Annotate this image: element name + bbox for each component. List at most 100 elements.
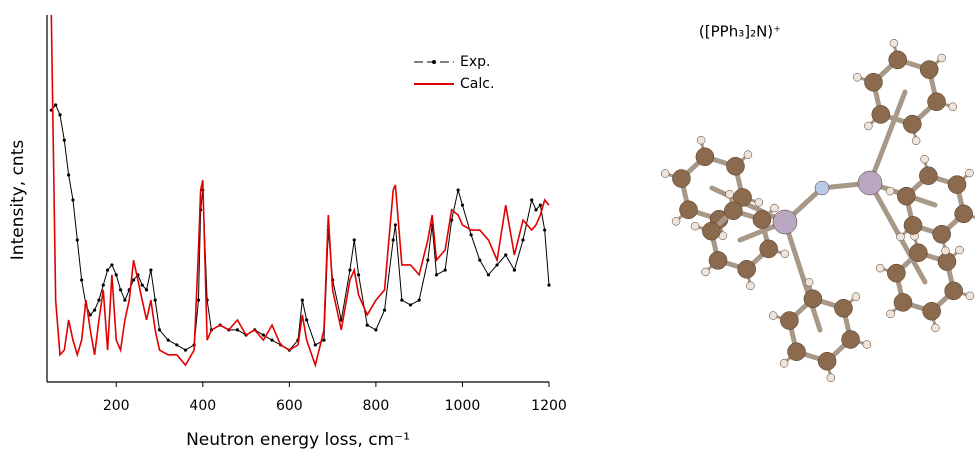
data-point bbox=[63, 139, 66, 142]
carbon-atom bbox=[864, 73, 882, 91]
carbon-atom bbox=[696, 148, 714, 166]
hydrogen-atom bbox=[827, 374, 835, 382]
data-point bbox=[521, 238, 524, 241]
data-point bbox=[495, 263, 498, 266]
carbon-atom bbox=[726, 157, 744, 175]
data-point bbox=[197, 299, 200, 302]
data-point bbox=[487, 273, 490, 276]
data-point bbox=[262, 333, 265, 336]
hydrogen-atom bbox=[746, 282, 754, 290]
carbon-atom bbox=[709, 251, 727, 269]
hydrogen-atom bbox=[966, 292, 974, 300]
carbon-atom bbox=[702, 222, 720, 240]
hydrogen-atom bbox=[887, 310, 895, 318]
carbon-atom bbox=[724, 202, 742, 220]
data-point bbox=[89, 313, 92, 316]
hydrogen-atom bbox=[770, 204, 778, 212]
carbon-atom bbox=[945, 282, 963, 300]
carbon-atom bbox=[955, 205, 973, 223]
carbon-atom bbox=[780, 312, 798, 330]
carbon-atom bbox=[938, 253, 956, 271]
carbon-atom bbox=[933, 225, 951, 243]
data-point bbox=[314, 343, 317, 346]
carbon-atom bbox=[818, 352, 836, 370]
hydrogen-atom bbox=[938, 54, 946, 62]
hydrogen-atom bbox=[691, 222, 699, 230]
x-axis-title: Neutron energy loss, cm⁻¹ bbox=[186, 430, 410, 450]
carbon-atom bbox=[738, 260, 756, 278]
data-point bbox=[270, 339, 273, 342]
data-point bbox=[470, 233, 473, 236]
data-point bbox=[534, 208, 537, 211]
y-axis-title: Intensity, cnts bbox=[8, 140, 28, 261]
hydrogen-atom bbox=[949, 103, 957, 111]
hydrogen-atom bbox=[805, 278, 813, 286]
data-point bbox=[71, 198, 74, 201]
data-point bbox=[444, 268, 447, 271]
data-point bbox=[366, 324, 369, 327]
legend-label: Exp. bbox=[460, 54, 490, 70]
x-tick-label: 1000 bbox=[445, 398, 481, 414]
data-point bbox=[149, 268, 152, 271]
nitrogen-atom bbox=[815, 181, 829, 195]
x-tick-label: 600 bbox=[276, 398, 303, 414]
carbon-atom bbox=[928, 93, 946, 111]
data-point bbox=[418, 299, 421, 302]
hydrogen-atom bbox=[755, 198, 763, 206]
data-point bbox=[76, 238, 79, 241]
data-point bbox=[158, 328, 161, 331]
data-point bbox=[539, 204, 542, 207]
carbon-atom bbox=[909, 244, 927, 262]
carbon-atom bbox=[753, 211, 771, 229]
hydrogen-atom bbox=[863, 340, 871, 348]
data-point bbox=[461, 204, 464, 207]
data-point bbox=[119, 288, 122, 291]
x-tick-label: 1200 bbox=[531, 398, 567, 414]
data-point bbox=[97, 299, 100, 302]
data-point bbox=[175, 343, 178, 346]
hydrogen-atom bbox=[886, 187, 894, 195]
carbon-atom bbox=[872, 105, 890, 123]
data-point bbox=[305, 318, 308, 321]
chart: Neutron energy loss, cm⁻¹ Intensity, cnt… bbox=[8, 15, 567, 450]
hydrogen-atom bbox=[702, 268, 710, 276]
data-point bbox=[353, 238, 356, 241]
data-point bbox=[394, 223, 397, 226]
hydrogen-atom bbox=[921, 155, 929, 163]
data-point bbox=[383, 308, 386, 311]
data-point bbox=[530, 198, 533, 201]
x-tick-label: 400 bbox=[189, 398, 216, 414]
carbon-atom bbox=[760, 240, 778, 258]
phosphorus-atom bbox=[773, 210, 797, 234]
data-point bbox=[58, 113, 61, 116]
data-point bbox=[547, 284, 550, 287]
data-point bbox=[106, 268, 109, 271]
hydrogen-atom bbox=[781, 250, 789, 258]
carbon-atom bbox=[680, 201, 698, 219]
hydrogen-atom bbox=[780, 359, 788, 367]
page: Neutron energy loss, cm⁻¹ Intensity, cnt… bbox=[0, 0, 975, 452]
carbon-atom bbox=[923, 302, 941, 320]
hydrogen-atom bbox=[941, 247, 949, 255]
carbon-atom bbox=[919, 167, 937, 185]
data-point bbox=[322, 339, 325, 342]
hydrogen-atom bbox=[897, 233, 905, 241]
legend-label: Calc. bbox=[460, 76, 494, 92]
carbon-atom bbox=[904, 216, 922, 234]
bond bbox=[870, 92, 905, 183]
data-point bbox=[132, 278, 135, 281]
data-point bbox=[110, 263, 113, 266]
data-point bbox=[301, 299, 304, 302]
data-point bbox=[457, 188, 460, 191]
carbon-atom bbox=[894, 293, 912, 311]
carbon-atom bbox=[804, 290, 822, 308]
data-point bbox=[184, 348, 187, 351]
data-point bbox=[426, 259, 429, 262]
data-point bbox=[115, 273, 118, 276]
data-point bbox=[543, 228, 546, 231]
carbon-atom bbox=[920, 61, 938, 79]
data-point bbox=[80, 278, 83, 281]
molecule: ([PPh₃]₂N)⁺ bbox=[661, 23, 975, 382]
data-point bbox=[236, 328, 239, 331]
data-point bbox=[141, 284, 144, 287]
